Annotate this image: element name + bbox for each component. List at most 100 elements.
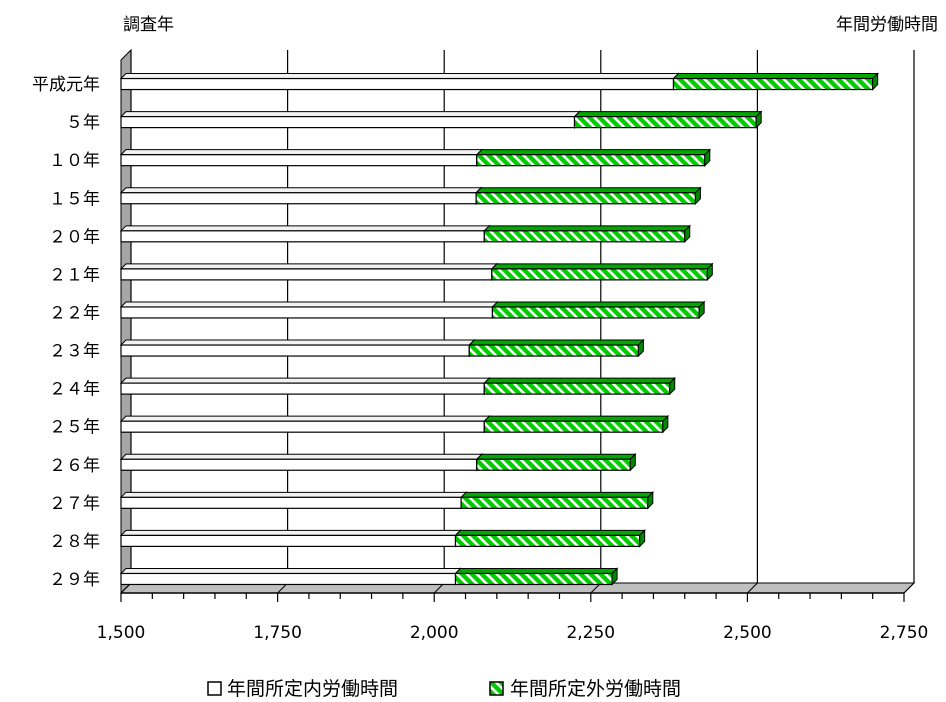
bar-overtime-10 [475,453,637,472]
bar-overtime-4-front [483,230,686,243]
bar-overtime-5-front [491,268,708,281]
bar-overtime-6-top [491,301,706,308]
bar-overtime-8-top [483,377,676,384]
bar-scheduled-1-front [120,116,576,129]
bar-scheduled-11-front [120,496,462,509]
bar-overtime-2 [475,148,712,167]
bar-scheduled-7 [119,338,476,358]
bar-overtime-10-side [629,453,636,472]
bar-overtime-9-front [483,420,664,433]
x-tick-label-2: 2,000 [410,623,459,643]
bar-overtime-11-top [459,491,655,498]
bar-scheduled-0-top [119,73,680,80]
bar-overtime-5-side [706,262,713,282]
bar-overtime-9 [483,414,670,434]
legend-swatch-overtime [489,681,504,696]
category-label-4: ２０年 [49,227,100,247]
bar-overtime-4-top [483,225,691,232]
x-tick-label-4: 2,500 [723,623,772,643]
category-label-0: 平成元年 [32,75,100,95]
bar-scheduled-3-top [119,187,483,194]
bar-scheduled-7-front [120,344,470,357]
bar-scheduled-1-top [119,111,581,118]
x-tick-label-5: 2,750 [880,623,929,643]
legend: 年間所定内労働時間 年間所定外労働時間 [207,678,681,700]
bar-overtime-11-side [647,491,654,510]
bar-scheduled-3 [119,186,483,205]
bar-overtime-6 [491,300,706,320]
bar-overtime-11 [459,491,655,510]
bar-scheduled-4-top [119,225,491,232]
bar-scheduled-5 [119,262,499,282]
bar-overtime-10-top [475,453,637,460]
bar-scheduled-9-front [120,420,485,433]
bar-scheduled-5-top [119,263,499,270]
bar-overtime-4 [483,224,691,244]
legend-label-overtime: 年間所定外労働時間 [510,678,681,700]
category-label-9: ２５年 [49,418,100,438]
bar-scheduled-0 [119,72,680,91]
bar-overtime-1-side [755,110,762,129]
bar-overtime-1-top [573,111,763,118]
bar-scheduled-8 [119,376,491,396]
bar-scheduled-4-front [120,230,485,243]
bar-overtime-12 [454,529,646,548]
bar-overtime-3 [474,186,702,205]
bar-overtime-1 [573,110,763,129]
bar-scheduled-7-top [119,339,476,346]
bar-overtime-13-side [611,567,618,586]
bar-overtime-3-side [694,186,701,205]
bar-overtime-10-front [476,458,631,471]
category-labels: 平成元年 ５年 １０年 １５年 ２０年 ２１年 ２２年 ２３年 ２４年 ２５年 ２６年 ２７年 ２８年 ２… [32,75,100,590]
bar-overtime-9-side [662,414,669,434]
bar-scheduled-2 [119,148,484,167]
category-label-7: ２３年 [49,342,100,362]
x-axis-title: 年間労働時間 [836,15,938,35]
bar-scheduled-5-front [120,268,493,281]
side-wall [120,48,132,595]
bar-scheduled-11-top [119,491,468,498]
bar-overtime-11-front [460,496,649,509]
bar-overtime-13-top [454,567,619,574]
bar-scheduled-13 [119,567,462,586]
bar-scheduled-4 [119,224,491,244]
gridline-floor-5 [903,582,915,594]
bar-overtime-2-side [704,148,711,167]
bar-overtime-7-top [468,339,645,346]
bar-overtime-0-side [872,72,879,91]
bar-scheduled-11 [119,491,468,510]
bar-scheduled-10-top [119,453,484,460]
bar-overtime-2-top [475,149,712,156]
bar-overtime-9-top [483,415,670,422]
bar-scheduled-13-front [120,572,457,586]
bar-scheduled-8-top [119,377,491,384]
gridline-floor-4 [747,582,758,594]
category-label-12: ２８年 [49,532,100,552]
x-tick-label-1: 1,750 [253,623,302,643]
bar-scheduled-6 [119,300,499,320]
bar-overtime-13-front [454,572,613,586]
bar-scheduled-12 [119,529,462,548]
legend-label-scheduled: 年間所定内労働時間 [227,678,398,700]
bar-scheduled-12-top [119,529,462,536]
bar-overtime-3-front [475,192,697,205]
category-label-6: ２２年 [49,303,100,323]
category-label-10: ２６年 [49,456,100,476]
bar-scheduled-12-front [120,534,457,547]
bar-overtime-3-top [474,187,702,194]
bar-overtime-7-front [468,344,640,357]
category-label-8: ２４年 [49,380,100,400]
bar-scheduled-13-top [119,567,462,574]
bar-scheduled-6-top [119,301,499,308]
x-tick-label-3: 2,250 [566,623,615,643]
bar-overtime-12-front [454,534,641,547]
bar-scheduled-3-front [120,192,477,205]
category-label-13: ２９年 [49,570,100,590]
bar-overtime-8-side [669,376,676,396]
category-label-11: ２７年 [49,494,100,514]
category-label-1: ５年 [66,113,100,133]
bar-overtime-7-side [637,338,644,358]
bar-overtime-6-front [491,306,700,319]
bar-overtime-1-front [573,116,757,129]
